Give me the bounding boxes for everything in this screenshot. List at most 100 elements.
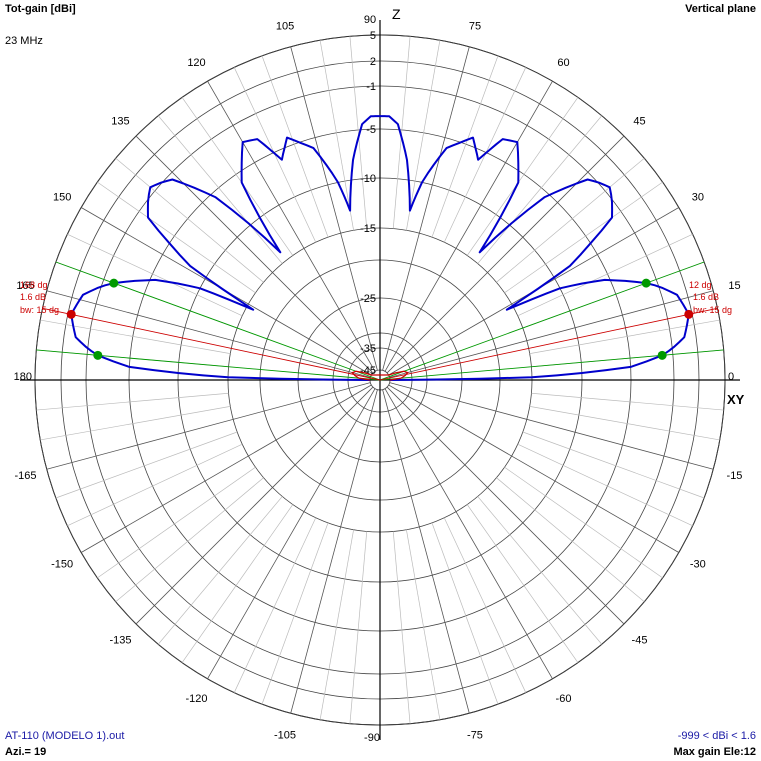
frequency-label: 23 MHz [5,35,43,47]
angle-label: 105 [276,21,294,33]
angle-label: 15 [728,280,740,292]
azimuth-label: Azi.= 19 [5,746,47,758]
grid-spoke [531,392,724,411]
pattern-trace [70,115,690,381]
radial-tick-labels: 52-1-5-10-15-25-35-45 [360,30,376,377]
secondary-pattern-trace [351,370,409,381]
grid-spoke [349,531,368,724]
file-name: AT-110 (MODELO 1).out [5,730,125,742]
grid-spoke [388,384,679,553]
grid-spoke [389,290,714,378]
grid-spoke [392,36,411,229]
grid-spoke [157,115,283,264]
angle-label: -60 [556,693,572,705]
grid-spoke [181,97,294,256]
grid-spoke [55,431,238,499]
chart-title: Tot-gain [dBi] [5,3,76,15]
grid-spoke [384,81,553,372]
annotation-left-gain: 1.6 dB [20,292,46,302]
annotation-left-beamwidth: bw: 15 dg [20,305,59,315]
grid-spoke [529,319,720,354]
angle-label: 75 [469,21,481,33]
grid-spoke [207,388,376,679]
grid-spoke [319,40,354,231]
angle-labels: 9075604530150-15-30-45-60-75-90-105-120-… [14,14,743,744]
max-gain-dot [684,309,694,319]
grid-spoke [67,443,243,527]
beam-edge-dot [93,350,103,360]
angle-label: -45 [632,635,648,647]
angle-label: 45 [633,115,645,127]
grid-spoke [389,382,714,470]
radial-tick-label: -15 [360,223,376,235]
angle-label: -75 [467,729,483,741]
grid-spoke [81,384,372,553]
marker-line [379,307,718,381]
gain-range-label: -999 < dBi < 1.6 [677,730,756,742]
grid-spoke [522,431,705,499]
grid-spoke [290,46,378,371]
grid-spoke [466,504,579,663]
grid-spoke [115,477,264,603]
grid-spoke [157,496,283,645]
angle-label: -150 [51,559,73,571]
grid-spoke [406,40,441,231]
grid-spoke [504,181,663,294]
grid-spoke [97,181,256,294]
grid-spoke [115,157,264,283]
grid-spoke [384,388,553,679]
angle-label: 150 [53,192,71,204]
grid-spoke [496,157,645,283]
angle-label: 120 [187,57,205,69]
grid-spoke [392,531,411,724]
angle-label: 135 [111,115,129,127]
radial-tick-label: -5 [366,124,376,136]
angle-label: 180 [14,371,32,383]
grid-spoke [382,46,470,371]
max-gain-label: Max gain Ele:12 [673,746,756,758]
grid-spoke [386,386,625,625]
grid-spoke [261,55,329,238]
axis-label-z: Z [392,6,401,22]
beam-edge-dot [109,278,119,288]
grid-spoke [46,382,371,470]
angle-label: -30 [690,559,706,571]
grid-spoke [135,135,374,374]
grid-spoke [431,522,499,705]
grid-spoke [40,319,231,354]
grid-spoke [443,517,527,693]
grid-spoke [517,233,693,317]
grid-spoke [382,389,470,714]
beam-edge-dot [641,278,651,288]
radial-tick-label: -1 [366,81,376,93]
grid-spoke [529,406,720,441]
grid-spoke [97,466,256,579]
radial-tick-label: -35 [360,343,376,355]
angle-label: -105 [274,729,296,741]
grid-spoke [386,135,625,374]
angle-label: 30 [692,192,704,204]
marker-annotations: 12 dg 1.6 dB bw: 15 dg 168 dg 1.6 dB bw:… [20,280,732,315]
annotation-left-angle: 168 dg [20,280,48,290]
angle-label: -135 [109,635,131,647]
grid-spoke [290,389,378,714]
grid-spoke [67,233,243,317]
radial-tick-label: 2 [370,56,376,68]
grid-spoke [466,97,579,256]
axis-label-xy: XY [727,392,745,407]
annotation-right-angle: 12 dg [689,280,712,290]
grid-spoke [496,477,645,603]
grid-spoke [40,406,231,441]
grid-spoke [207,81,376,372]
grid-spoke [135,386,374,625]
grid-spoke [233,517,317,693]
angle-label: 90 [364,14,376,26]
angle-label: 0 [728,371,734,383]
angle-label: 165 [16,280,34,292]
radial-tick-label: -25 [360,293,376,305]
grid-spoke [431,55,499,238]
grid-spoke [36,392,229,411]
pattern-layer [66,115,694,381]
annotation-right-gain: 1.6 dB [693,292,719,302]
